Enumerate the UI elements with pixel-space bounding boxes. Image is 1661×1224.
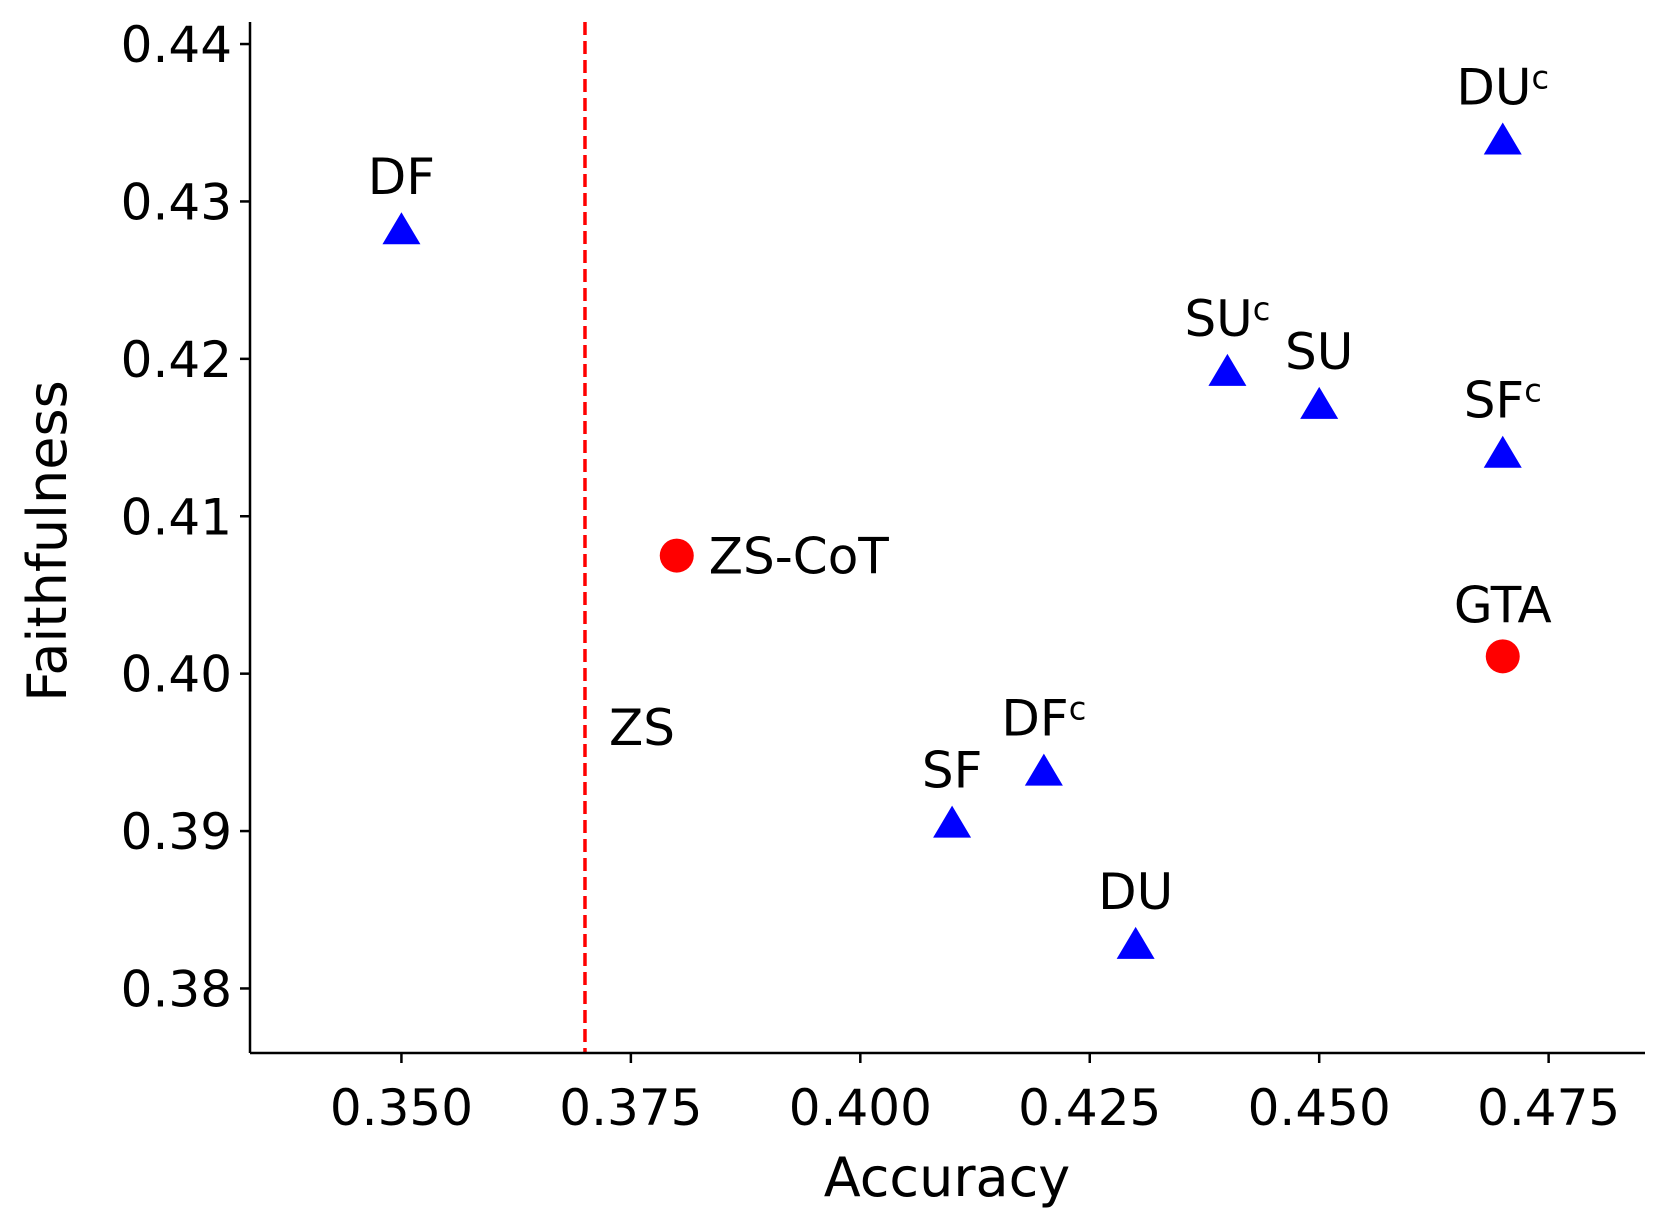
point-df <box>382 212 421 245</box>
point-zs-cot <box>659 538 694 573</box>
point-du <box>1116 926 1155 959</box>
x-axis-label: Accuracy <box>824 1146 1071 1209</box>
y-tick-label: 0.42 <box>121 331 232 389</box>
point-label-text: DU <box>1456 58 1531 116</box>
zs-reference-label: ZS <box>609 699 675 757</box>
point-label-sf-c: SFc <box>1464 372 1542 430</box>
x-tick-label: 0.375 <box>559 1079 702 1137</box>
y-tick-label: 0.44 <box>121 16 232 74</box>
point-label-df-c: DFc <box>1001 690 1086 748</box>
point-label-superscript: c <box>1253 290 1271 328</box>
point-label-text: SU <box>1184 290 1252 348</box>
point-gta <box>1485 639 1520 674</box>
point-label-gta: GTA <box>1454 576 1552 634</box>
y-tick-label: 0.43 <box>121 173 232 231</box>
point-sf-c <box>1483 435 1522 468</box>
point-label-text: DU <box>1098 863 1173 921</box>
point-du-c <box>1483 122 1522 155</box>
axes <box>248 22 1645 1055</box>
point-label-su: SU <box>1285 323 1353 381</box>
y-tick-label: 0.40 <box>121 646 232 704</box>
x-tick-label: 0.475 <box>1477 1079 1620 1137</box>
point-label-du: DU <box>1098 863 1173 921</box>
x-tick-label: 0.450 <box>1248 1079 1391 1137</box>
point-label-du-c: DUc <box>1456 58 1549 116</box>
point-label-text: SF <box>922 742 983 800</box>
point-label-text: GTA <box>1454 576 1552 634</box>
point-label-df: DF <box>368 148 435 206</box>
point-label-text: SF <box>1464 372 1525 430</box>
x-tick-label: 0.425 <box>1018 1079 1161 1137</box>
x-tick-label: 0.400 <box>789 1079 932 1137</box>
point-label-text: ZS-CoT <box>709 528 890 586</box>
point-label-su-c: SUc <box>1184 290 1270 348</box>
reference-line-layer: ZS <box>583 22 675 1053</box>
x-tick-label: 0.350 <box>330 1079 473 1137</box>
point-su <box>1300 386 1339 419</box>
point-su-c <box>1208 353 1247 386</box>
y-tick-label: 0.38 <box>121 960 232 1018</box>
y-tick-label: 0.39 <box>121 803 232 861</box>
y-axis-label: Faithfulness <box>16 380 79 702</box>
y-tick-label: 0.41 <box>121 488 232 546</box>
point-label-sf: SF <box>922 742 983 800</box>
point-label-text: DF <box>368 148 435 206</box>
point-label-text: DF <box>1001 690 1068 748</box>
tick-layer: 0.350 0.375 0.400 0.425 0.450 0.475 0.38 0.39 0.… <box>121 16 1621 1137</box>
point-df-c <box>1024 753 1063 786</box>
point-label-text: SU <box>1285 323 1353 381</box>
point-sf <box>933 805 972 838</box>
point-label-superscript: c <box>1069 690 1087 728</box>
point-label-superscript: c <box>1524 372 1542 410</box>
point-label-superscript: c <box>1532 58 1550 96</box>
point-label-zs-cot: ZS-CoT <box>709 528 890 586</box>
